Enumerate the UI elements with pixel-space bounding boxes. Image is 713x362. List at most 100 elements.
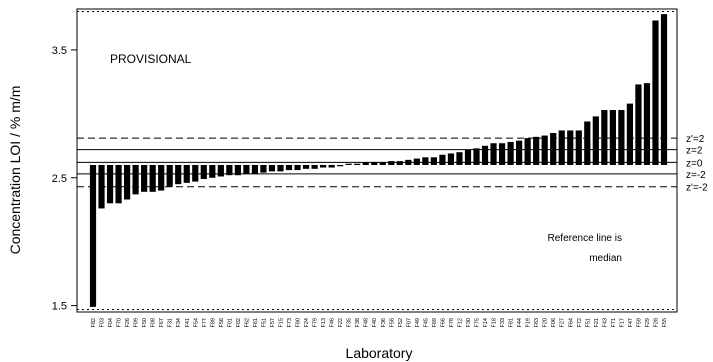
x-tick-label: F80 — [296, 318, 302, 327]
x-tick-label: F59 — [636, 318, 642, 327]
bar — [345, 163, 352, 165]
reference-line-label: z'=2 — [686, 134, 705, 145]
x-tick-label: F82 — [91, 318, 97, 327]
bar — [371, 162, 378, 165]
bar — [217, 164, 224, 177]
bar — [243, 164, 250, 174]
bar — [405, 159, 412, 165]
bar — [285, 164, 293, 171]
bar — [413, 158, 420, 165]
x-tick-label: F56 — [219, 318, 225, 327]
bar — [132, 164, 139, 195]
x-tick-label: F71 — [611, 318, 617, 327]
bar — [567, 130, 574, 165]
reference-line-label: z=0 — [686, 158, 703, 169]
x-tick-label: F64 — [568, 318, 574, 327]
bar — [379, 162, 386, 165]
bar — [473, 148, 480, 165]
x-tick-label: F18 — [492, 318, 498, 327]
bar — [507, 141, 514, 165]
x-tick-labels: F82 F03 F04 F70 F26 F09 F50 F08 F67 F31 F34 F41 F54 F… — [91, 318, 668, 327]
plot-frame — [76, 8, 678, 313]
provisional-label: PROVISIONAL — [110, 52, 192, 66]
y-axis: 1.5 2.5 3.5 — [52, 45, 77, 313]
y-axis-label: Concentration LOI / % m/m — [7, 86, 23, 255]
x-tick-label: F51 — [261, 318, 267, 327]
bar — [550, 133, 557, 165]
x-tick-label: F52 — [398, 318, 404, 327]
x-tick-label: F02 — [236, 318, 242, 327]
x-tick-label: F77 — [202, 318, 208, 327]
bar — [98, 164, 105, 209]
bar — [89, 164, 97, 307]
x-tick-label: F03 — [100, 318, 106, 327]
bar — [166, 164, 173, 187]
x-tick-label: F12 — [457, 318, 463, 327]
bar — [635, 84, 642, 165]
bar — [498, 143, 506, 165]
y-tick-label: 3.5 — [52, 45, 67, 57]
x-tick-label: F48 — [364, 318, 370, 327]
x-tick-label: F14 — [483, 318, 489, 327]
reference-line-label: z=-2 — [686, 170, 706, 181]
x-tick-label: F26 — [125, 318, 131, 327]
bar — [294, 164, 301, 171]
bar — [328, 164, 335, 168]
bar — [141, 164, 148, 192]
x-tick-label: F46 — [330, 318, 336, 327]
x-axis-label: Laboratory — [346, 345, 413, 361]
bar — [447, 153, 455, 165]
bar — [609, 110, 616, 165]
bar — [524, 138, 531, 165]
x-tick-label: F89 — [210, 318, 216, 327]
x-tick-label: F62 — [244, 318, 250, 327]
bar — [396, 161, 403, 165]
x-tick-label: F55 — [662, 318, 668, 327]
x-tick-label: F51 — [585, 318, 591, 327]
x-tick-label: F04 — [108, 318, 114, 327]
x-tick-label: F72 — [577, 318, 583, 327]
bar — [234, 164, 241, 176]
bar — [626, 103, 634, 165]
x-tick-label: F61 — [253, 318, 259, 327]
bar — [652, 20, 659, 165]
x-tick-label: F50 — [142, 318, 148, 327]
x-tick-label: F34 — [176, 318, 182, 327]
bar — [516, 140, 523, 165]
x-tick-label: F70 — [117, 318, 123, 327]
bar — [601, 110, 608, 165]
x-tick-label: F09 — [134, 318, 140, 327]
bar — [337, 164, 344, 167]
bar — [226, 164, 233, 176]
bar — [541, 135, 548, 165]
x-tick-label: F21 — [594, 318, 600, 327]
x-tick-label: F75 — [475, 318, 481, 327]
reference-note-line1: Reference line is — [548, 233, 622, 244]
bar — [175, 164, 182, 185]
x-tick-label: F67 — [159, 318, 165, 327]
x-tick-label: F22 — [338, 318, 344, 327]
bar — [123, 164, 131, 200]
x-tick-label: F28 — [653, 318, 659, 327]
bar — [430, 157, 437, 165]
bar — [320, 164, 327, 168]
bar — [558, 130, 565, 165]
x-tick-label: F41 — [185, 318, 191, 327]
y-tick-label: 1.5 — [52, 301, 67, 313]
bar — [260, 164, 267, 173]
x-tick-label: F20 — [543, 318, 549, 327]
bar — [277, 164, 284, 172]
bar — [490, 143, 497, 165]
bar — [158, 164, 165, 191]
x-tick-label: F38 — [355, 318, 361, 327]
bar — [456, 152, 463, 165]
x-tick-label: F19 — [526, 318, 532, 327]
x-tick-label: F43 — [602, 318, 608, 327]
x-tick-label: F40 — [372, 318, 378, 327]
bar — [183, 164, 190, 183]
bar — [481, 145, 489, 165]
x-tick-label: F47 — [628, 318, 634, 327]
y-tick-label: 2.5 — [52, 173, 67, 185]
x-tick-label: F44 — [517, 318, 523, 327]
